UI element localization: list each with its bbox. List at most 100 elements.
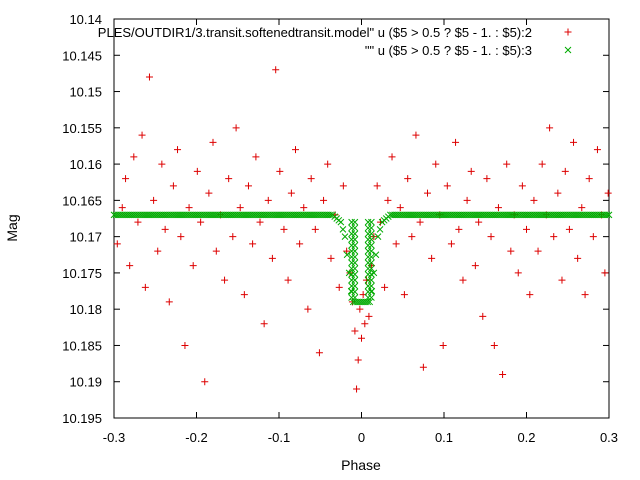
data-point-observed [601,269,609,277]
data-point-observed [244,182,252,190]
data-point-observed [475,218,483,226]
data-point-observed [292,146,299,154]
data-point-observed [365,312,373,320]
data-point-model [348,259,355,267]
data-point-observed [604,189,612,197]
x-tick-label: 0.1 [435,430,453,445]
legend-marker-series-1 [564,46,572,54]
data-point-observed [358,334,365,342]
data-point-model [368,241,375,249]
data-point-model [372,251,380,259]
series-observed-mag [113,66,612,393]
data-point-observed [490,341,498,349]
y-tick-label: 10.165 [62,193,102,208]
data-point-model [341,233,349,240]
data-point-observed [443,182,451,190]
data-point-model [364,265,372,272]
data-point-model [327,211,334,219]
data-point-model [351,253,359,261]
data-point-model [348,241,355,249]
y-tick-label: 10.185 [62,338,102,353]
data-point-observed [354,356,362,364]
legend-label-series-0: PLES/OUTDIR1/3.transit.softenedtransit.m… [98,25,532,40]
data-point-model [351,218,359,226]
data-point-observed [169,182,177,190]
data-point-observed [256,218,264,226]
data-point-observed [396,204,404,212]
y-tick-label: 10.175 [62,266,102,281]
data-point-model [351,247,359,255]
y-tick-label: 10.14 [69,12,102,27]
data-point-observed [538,160,546,168]
y-axis-ticks: 10.14 10.145 10.15 10.155 10.16 10.165 10.17 10… [62,12,609,426]
data-point-observed [373,182,381,190]
data-point-observed [499,370,507,378]
data-point-observed [361,320,369,328]
x-tick-label: -0.2 [185,430,207,445]
data-point-observed [384,196,392,204]
data-point-observed [122,175,130,183]
data-point-model [364,259,372,267]
data-point-model [368,259,375,267]
data-point-observed [280,225,288,233]
plot-frame [113,18,610,419]
data-point-observed [565,225,573,233]
data-point-observed [287,189,295,197]
y-axis-title: Mag [4,214,20,241]
series-model-mag [110,211,613,306]
data-point-observed [158,160,166,168]
legend-marker-plus [564,28,572,36]
data-point-observed [260,320,268,328]
data-point-observed [550,233,558,241]
data-point-observed [126,262,134,270]
legend-label-series-1: "" u ($5 > 0.5 ? $5 - 1. : $5):3 [365,43,532,58]
data-point-observed [193,167,201,175]
data-point-observed [585,175,593,183]
data-point-model [351,241,359,249]
data-point-observed [212,247,220,255]
data-point-model [368,236,375,243]
data-point-observed [467,167,475,175]
data-point-observed [118,204,126,212]
data-point-observed [558,276,566,284]
y-tick-label: 10.19 [69,375,102,390]
data-point-observed [189,262,197,270]
y-tick-label: 10.17 [69,230,102,245]
data-point-observed [324,160,332,168]
x-axis-title: Phase [341,457,381,473]
data-point-model [368,265,375,272]
data-point-observed [130,153,138,161]
data-point-observed [452,138,460,146]
x-tick-label: 0.2 [517,430,535,445]
data-point-model [351,271,359,278]
data-point-observed [307,175,315,183]
data-point-model [368,230,375,238]
legend-marker-cross [564,46,572,54]
data-point-model [351,288,359,296]
data-point-observed [304,305,312,313]
data-point-model [337,218,345,226]
data-point-model [368,282,375,290]
data-point-observed [574,254,582,262]
data-point-model [351,276,359,284]
data-point-model [366,298,374,306]
data-point-observed [447,240,455,248]
data-point-observed [268,254,276,262]
data-point-observed [589,233,597,241]
data-point-observed [459,276,467,284]
data-point-observed [174,146,182,154]
data-point-observed [320,196,328,204]
data-point-observed [296,240,304,248]
data-point-model [364,247,372,255]
data-point-observed [419,363,427,371]
data-point-observed [439,341,447,349]
data-point-observed [209,138,217,146]
data-point-model [348,288,355,296]
data-point-observed [416,218,424,226]
data-point-observed [236,204,244,212]
data-point-model [364,230,372,238]
data-point-observed [201,378,209,386]
data-point-observed [264,196,272,204]
data-point-observed [229,233,237,241]
data-point-observed [327,254,335,262]
